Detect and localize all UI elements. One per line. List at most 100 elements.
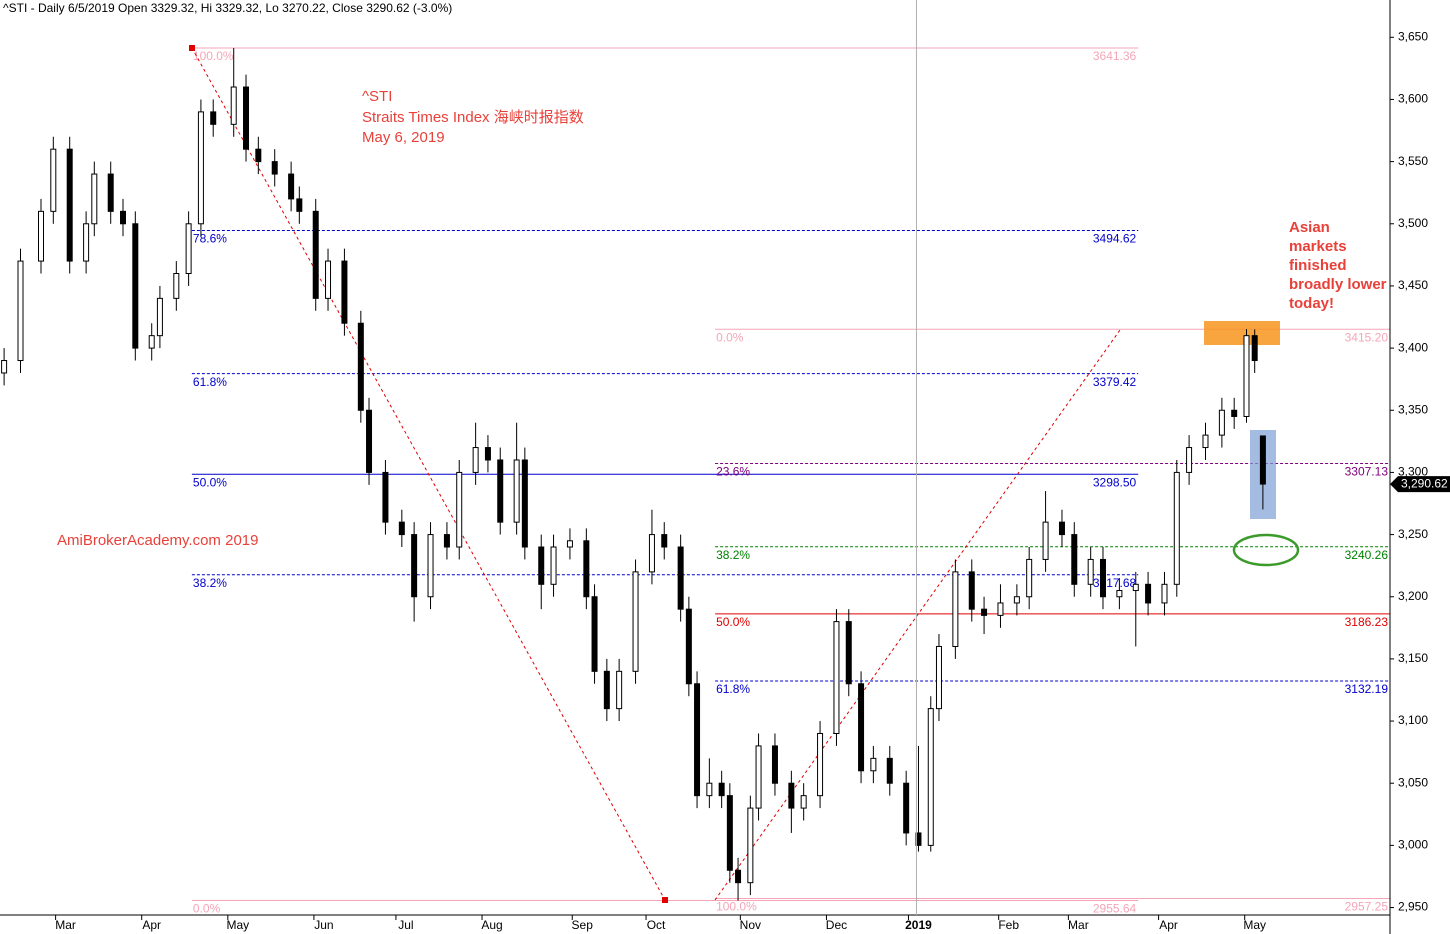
candle-body [833, 621, 840, 734]
fib-value: 3298.50 [1093, 475, 1137, 489]
pivot-marker [662, 897, 668, 903]
candle-body [538, 546, 545, 585]
candle-body [1259, 435, 1266, 485]
pivot-marker [189, 45, 195, 51]
trend-line [714, 329, 1121, 901]
candle-body [1145, 583, 1152, 604]
candle-body [1099, 558, 1106, 598]
candle-body [1026, 558, 1033, 598]
fib-value: 3132.19 [1345, 682, 1389, 696]
candle-body [845, 621, 852, 685]
candle-body [755, 745, 762, 809]
x-tick-label: Mar [1068, 918, 1089, 932]
last-price-marker [1390, 476, 1450, 493]
candle-body [1251, 335, 1258, 362]
fib-pct: 100.0% [716, 900, 757, 914]
y-tick-label: 3,100 [1398, 713, 1428, 727]
candle-body [156, 297, 163, 337]
fib-pct: 100.0% [193, 49, 234, 63]
candle-body [968, 571, 975, 610]
y-tick-label: 3,450 [1398, 278, 1428, 292]
fib-pct: 23.6% [716, 465, 750, 479]
candle-body [255, 148, 262, 163]
candle-body [83, 223, 90, 262]
chart-title: ^STI - Daily 6/5/2019 Open 3329.32, Hi 3… [3, 1, 452, 15]
candle-body [566, 540, 573, 548]
candle-body [903, 782, 910, 834]
candle-body [296, 198, 303, 212]
x-tick-label: Aug [481, 918, 502, 932]
y-tick-label: 3,500 [1398, 216, 1428, 230]
candle-body [677, 546, 684, 610]
candle-body [357, 322, 364, 411]
candle-body [185, 223, 192, 275]
x-tick-label: 2019 [905, 918, 932, 932]
candle-body [325, 260, 332, 299]
candle-body [1202, 434, 1209, 449]
candle-body [66, 148, 73, 262]
x-tick-label: Jul [398, 918, 413, 932]
fib-value: 3379.42 [1093, 375, 1137, 389]
candle-body [120, 210, 127, 225]
highlight-ellipse [1232, 533, 1300, 567]
x-tick-label: Dec [826, 918, 847, 932]
candle-body [472, 447, 479, 473]
candle-body [583, 540, 590, 598]
annotation: ^STI [362, 88, 392, 105]
candles [1, 48, 1266, 901]
highlight-box [1204, 321, 1280, 345]
candle-body [952, 571, 959, 647]
candle-body [1071, 534, 1078, 585]
annotation: Straits Times Index 海峡时报指数 [362, 109, 584, 126]
y-tick-label: 3,600 [1398, 92, 1428, 106]
candle-body [197, 111, 204, 225]
candle-body [50, 148, 57, 212]
candle-body [366, 409, 373, 473]
x-tick-label: Apr [1159, 918, 1178, 932]
y-tick-label: 3,200 [1398, 589, 1428, 603]
candle-body [243, 86, 250, 150]
candle-body [817, 732, 824, 797]
note: today! [1289, 295, 1334, 312]
candle-body [91, 173, 98, 225]
y-tick-label: 3,550 [1398, 154, 1428, 168]
fib-pct: 38.2% [716, 548, 750, 562]
candle-body [17, 260, 24, 362]
candle-body [747, 807, 754, 884]
candle-body [271, 161, 278, 175]
candle-body [1, 360, 8, 374]
candle-body [382, 471, 389, 523]
note: markets [1289, 238, 1347, 255]
fib-pct: 0.0% [716, 330, 744, 344]
last-price-label: 3,290.62 [1401, 476, 1448, 490]
candle-body [616, 670, 623, 710]
fib-value: 2957.25 [1345, 900, 1389, 914]
fib-value: 3307.13 [1345, 465, 1389, 479]
annotation: May 6, 2019 [362, 129, 445, 146]
fib-pct: 61.8% [193, 375, 227, 389]
y-tick-label: 3,000 [1398, 838, 1428, 852]
x-tick-label: Sep [572, 918, 594, 932]
fib-value: 3415.20 [1345, 330, 1389, 344]
fib-pct: 78.6% [193, 232, 227, 246]
candle-body [661, 534, 668, 548]
candle-body [1231, 409, 1238, 417]
candle-body [788, 782, 795, 809]
candle-body [288, 173, 295, 200]
fib-pct: 38.2% [193, 576, 227, 590]
y-tick-label: 3,300 [1398, 465, 1428, 479]
candle-body [1173, 471, 1180, 585]
candle-body [1161, 583, 1168, 604]
y-tick-label: 3,250 [1398, 527, 1428, 541]
candle-body [997, 602, 1004, 616]
fib-pct: 50.0% [193, 475, 227, 489]
candle-body [1243, 335, 1250, 417]
fib-value: 2955.64 [1093, 902, 1137, 916]
candle-body [456, 471, 463, 548]
candle-body [497, 459, 504, 523]
candle-body [1116, 590, 1123, 598]
x-tick-label: Jun [314, 918, 333, 932]
